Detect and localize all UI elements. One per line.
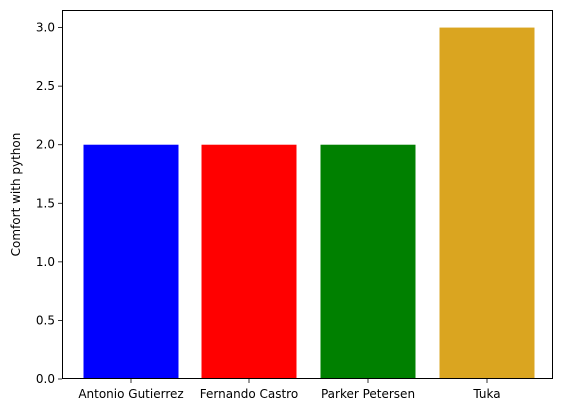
y-tick-label: 0.0 [36, 372, 55, 386]
bar-parker-petersen [320, 144, 416, 379]
bars-group [83, 27, 535, 379]
plot-frame [62, 10, 553, 379]
y-tick-label: 1.0 [36, 255, 55, 269]
bar-fernando-castro [201, 144, 297, 379]
x-tick-label: Fernando Castro [200, 387, 298, 401]
y-tick-label: 0.5 [36, 313, 55, 327]
y-tick-label: 3.0 [36, 21, 55, 35]
x-axis-ticks: Antonio Gutierrez Fernando Castro Parker P… [78, 379, 501, 401]
bar-antonio-gutierrez [83, 144, 179, 379]
y-axis-label: Comfort with python [9, 133, 23, 257]
x-tick-label: Tuka [472, 387, 500, 401]
y-tick-label: 2.5 [36, 79, 55, 93]
bar-tuka [439, 27, 535, 379]
y-tick-label: 1.5 [36, 196, 55, 210]
y-tick-label: 2.0 [36, 138, 55, 152]
y-axis-ticks: 0.0 0.5 1.0 1.5 2.0 2.5 3.0 [36, 21, 62, 386]
x-tick-label: Antonio Gutierrez [78, 387, 183, 401]
x-tick-label: Parker Petersen [321, 387, 415, 401]
